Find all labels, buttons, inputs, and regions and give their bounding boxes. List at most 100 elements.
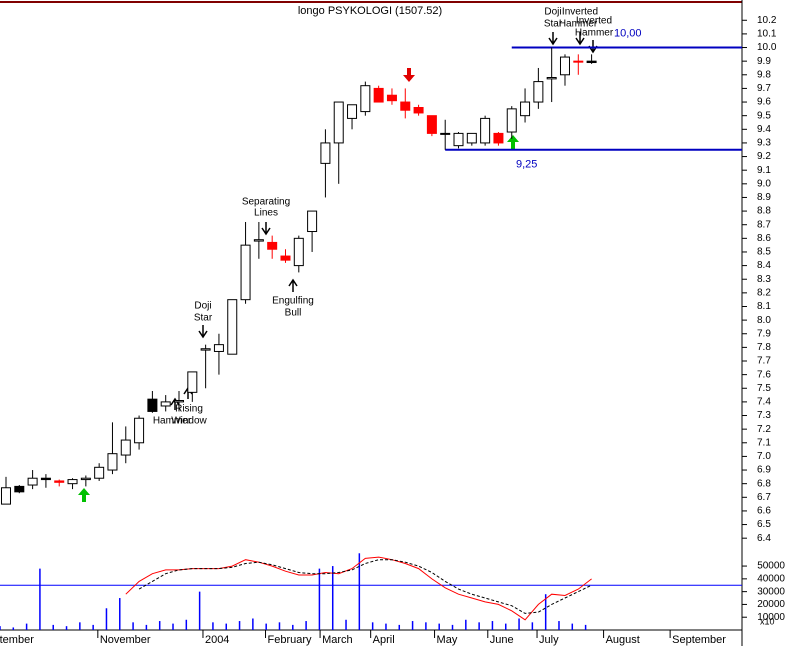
x-tick-label: November	[100, 634, 151, 646]
annotation: Doji	[544, 7, 561, 18]
y-tick-label: 6.5	[757, 519, 771, 530]
arrow	[575, 32, 585, 46]
y-tick-label: 8.3	[757, 274, 771, 285]
annotation: Doji	[194, 301, 211, 312]
y-tick-label: 6.8	[757, 478, 771, 489]
annotation: Hammer	[575, 28, 614, 39]
candle-body	[426, 115, 437, 134]
y-tick-label: 9.7	[757, 83, 771, 94]
candle-body	[413, 106, 424, 114]
y-tick-label: 9.8	[757, 69, 771, 80]
candle-body	[546, 77, 557, 80]
level-label: 9,25	[516, 159, 537, 171]
candle-body	[187, 371, 198, 393]
x-tick-label: July	[539, 634, 559, 646]
candle-body	[493, 132, 504, 144]
candle-body	[267, 241, 278, 250]
indicator-line	[138, 559, 592, 614]
y2-tick-label: 30000	[757, 586, 785, 597]
candle-body	[333, 101, 344, 144]
y-tick-label: 7.7	[757, 356, 771, 367]
annotation: Star	[194, 313, 213, 324]
y-tick-label: 9.0	[757, 178, 771, 189]
candle-body	[320, 142, 331, 164]
annotation: Engulfing	[272, 296, 314, 307]
y2-tick-label: 40000	[757, 573, 785, 584]
arrows	[78, 32, 598, 502]
arrow	[403, 68, 415, 82]
y-tick-label: 7.2	[757, 424, 771, 435]
arrow	[261, 222, 271, 236]
level-label: 10,00	[614, 27, 642, 39]
x-tick-label: March	[322, 634, 353, 646]
x-tick-label: May	[437, 634, 458, 646]
candle-body	[480, 117, 491, 144]
candle-body	[54, 480, 65, 483]
y-tick-label: 8.1	[757, 301, 771, 312]
y2-tick-label: 10000	[757, 612, 785, 623]
y-tick-label: 9.2	[757, 151, 771, 162]
y2-tick-label: 20000	[757, 599, 785, 610]
candle-body	[160, 401, 171, 407]
y-tick-label: 7.1	[757, 437, 771, 448]
y-tick-label: 10.2	[757, 15, 777, 26]
candle-body	[440, 132, 451, 135]
candle-body	[240, 244, 251, 301]
candle-body	[67, 479, 78, 485]
y-tick-label: 10.0	[757, 42, 777, 53]
arrow	[288, 278, 298, 292]
y-tick-label: 9.5	[757, 110, 771, 121]
y-tick-label: 9.6	[757, 97, 771, 108]
annotation: Lines	[254, 208, 278, 219]
y-tick-label: 7.9	[757, 328, 771, 339]
candle-body	[520, 101, 531, 117]
arrow	[198, 325, 208, 339]
candle-body	[386, 94, 397, 102]
candle-body	[120, 439, 131, 456]
candle-body	[573, 60, 584, 63]
candle-body	[27, 477, 38, 486]
annotation: Window	[171, 416, 207, 427]
y-tick-label: 8.5	[757, 247, 771, 258]
y-tick-label: 8.6	[757, 233, 771, 244]
arrow	[78, 488, 90, 502]
annotation: Star	[544, 19, 563, 30]
candle-body	[586, 60, 597, 64]
annotation: Bull	[285, 308, 302, 319]
y-tick-label: 9.9	[757, 56, 771, 67]
annotation: Inverted	[576, 16, 612, 27]
y-tick-label: 7.6	[757, 369, 771, 380]
indicator-line	[125, 556, 592, 621]
arrow	[507, 135, 519, 149]
candle-body	[559, 56, 570, 76]
candle-body	[94, 466, 105, 479]
y-tick-label: 8.0	[757, 315, 771, 326]
candle-body	[360, 85, 371, 113]
x-tick-label: September	[672, 634, 726, 646]
candle-body	[307, 210, 318, 233]
x-tick-label: June	[490, 634, 514, 646]
y-tick-label: 6.4	[757, 533, 771, 544]
candle-body	[280, 255, 291, 261]
candle-body	[147, 398, 158, 412]
y-tick-label: 8.8	[757, 206, 771, 217]
candle-body	[134, 417, 145, 444]
chart-title: longo PSYKOLOGI (1507.52)	[298, 5, 442, 17]
candle-body	[80, 477, 91, 481]
y2-tick-label: 50000	[757, 561, 785, 572]
candle-body	[40, 477, 51, 481]
arrow	[548, 32, 558, 46]
y-tick-label: 7.0	[757, 451, 771, 462]
annotation: Separating	[242, 197, 290, 208]
candle-body	[0, 487, 11, 505]
candle-body	[253, 239, 264, 242]
y-tick-label: 8.7	[757, 219, 771, 230]
y-tick-label: 8.9	[757, 192, 771, 203]
candle-body	[373, 87, 384, 103]
annotation: Hammer	[559, 19, 598, 30]
candle-body	[174, 400, 185, 403]
y-tick-label: 9.4	[757, 124, 771, 135]
x-tick-label: September	[0, 634, 34, 646]
